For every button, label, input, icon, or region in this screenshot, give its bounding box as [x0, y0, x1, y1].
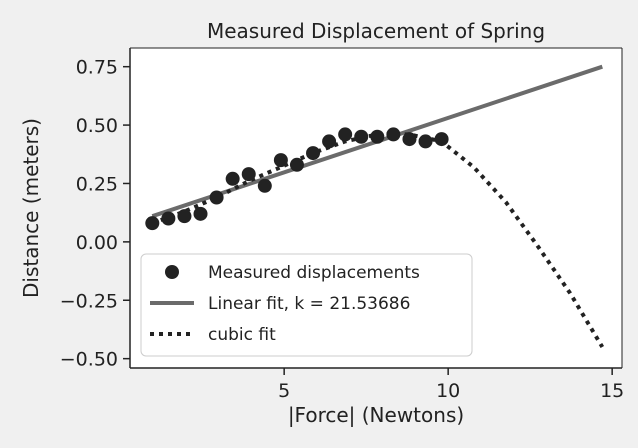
- x-tick-label: 5: [278, 380, 290, 402]
- x-axis-label: |Force| (Newtons): [288, 403, 464, 427]
- data-point: [209, 190, 224, 205]
- data-point: [225, 171, 240, 186]
- x-tick-label: 15: [600, 380, 624, 402]
- x-tick-label: 10: [436, 380, 460, 402]
- data-point: [257, 178, 272, 193]
- legend: Measured displacements Linear fit, k = 2…: [140, 253, 473, 357]
- chart-title: Measured Displacement of Spring: [207, 19, 545, 43]
- y-axis-label: Distance (meters): [19, 118, 43, 298]
- data-point: [338, 127, 353, 142]
- y-ticks: 0.75 0.50 0.25 0.00 −0.25 −0.50: [60, 57, 130, 371]
- data-point: [386, 127, 401, 142]
- data-point: [289, 157, 304, 172]
- x-ticks: 5 10 15: [278, 368, 624, 402]
- y-tick-label: 0.50: [76, 115, 118, 137]
- data-point: [177, 209, 192, 224]
- data-point: [306, 146, 321, 161]
- legend-label-linear: Linear fit, k = 21.53686: [208, 294, 410, 314]
- legend-label-measured: Measured displacements: [208, 263, 420, 283]
- data-point: [322, 134, 337, 149]
- y-tick-label: 0.25: [76, 173, 118, 195]
- data-point: [145, 216, 160, 231]
- data-point: [434, 132, 449, 147]
- series-layer: [145, 64, 605, 349]
- data-point: [241, 167, 256, 182]
- y-tick-label: 0.00: [76, 232, 118, 254]
- legend-marker-measured: [165, 265, 179, 279]
- data-point: [193, 206, 208, 221]
- data-point: [161, 211, 176, 226]
- data-point: [370, 129, 385, 144]
- data-point: [273, 153, 288, 168]
- y-tick-label: −0.25: [60, 290, 118, 312]
- data-point: [402, 132, 417, 147]
- legend-label-cubic: cubic fit: [208, 325, 276, 345]
- y-tick-label: −0.50: [60, 349, 118, 371]
- y-tick-label: 0.75: [76, 57, 118, 79]
- data-point: [418, 134, 433, 149]
- data-point: [354, 129, 369, 144]
- legend-box: [140, 253, 473, 357]
- cubic-fit-line: [151, 132, 605, 349]
